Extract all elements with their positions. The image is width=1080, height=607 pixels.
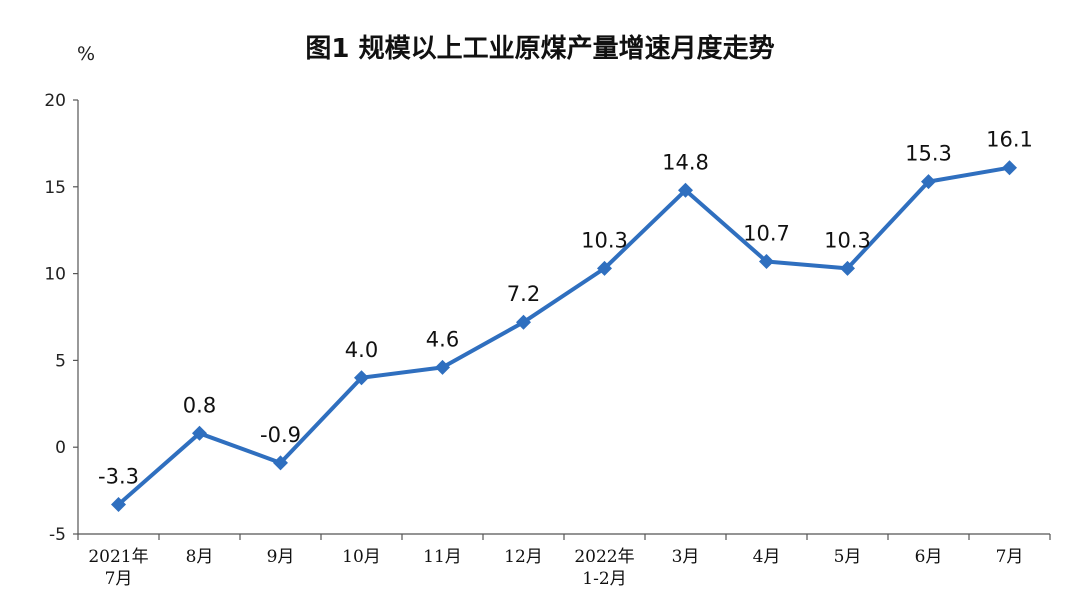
data-label: 4.0: [345, 338, 378, 362]
data-point: [921, 174, 936, 190]
data-point: [1002, 160, 1017, 176]
y-tick-label: 0: [55, 438, 66, 458]
x-tick-label: 9月: [267, 547, 295, 567]
y-axis-ticks: -5 0 5 10 15 20: [44, 91, 78, 545]
data-label: 10.3: [581, 228, 628, 252]
x-tick-label: 10月: [342, 547, 381, 567]
data-point: [840, 260, 855, 276]
data-point: [354, 370, 369, 386]
data-label: 4.6: [426, 327, 459, 351]
data-label: 7.2: [507, 282, 540, 306]
y-tick-label: -5: [49, 525, 66, 545]
data-label: 15.3: [905, 142, 952, 166]
x-tick-label: 2021年 7月: [88, 547, 148, 589]
x-tick-label: 6月: [915, 547, 943, 567]
y-tick-label: 5: [55, 351, 66, 371]
x-tick-label: 12月: [504, 547, 543, 567]
data-label: 14.8: [662, 150, 709, 174]
x-axis-ticks: 2021年 7月 8月 9月 10月 11月 12月 2022年 1-2月 3月 4月 5月 6月 7月: [77, 534, 1051, 589]
x-tick-label: 2022年 1-2月: [574, 547, 634, 589]
y-tick-label: 20: [44, 91, 66, 111]
data-label: -0.9: [260, 423, 301, 447]
data-label: -3.3: [98, 464, 139, 488]
data-point: [435, 359, 450, 375]
data-label: 10.3: [824, 228, 871, 252]
data-point: [192, 425, 207, 441]
data-point: [273, 455, 288, 471]
data-labels: -3.3 0.8 -0.9 4.0 4.6 7.2 10.3 14.8 10.7 10.3 15.3…: [98, 128, 1033, 489]
x-tick-label: 3月: [672, 547, 700, 567]
x-tick-label: 11月: [423, 547, 462, 567]
data-point: [111, 496, 126, 512]
data-point: [759, 253, 774, 269]
data-label: 16.1: [986, 128, 1033, 152]
series-line: [116, 165, 1012, 507]
y-tick-label: 15: [44, 178, 66, 198]
x-tick-label: 4月: [753, 547, 781, 567]
x-tick-label: 5月: [834, 547, 862, 567]
data-point: [678, 182, 693, 198]
y-tick-label: 10: [44, 265, 66, 285]
data-point: [516, 314, 531, 330]
x-tick-label: 7月: [996, 547, 1024, 567]
data-label: 10.7: [743, 221, 790, 245]
chart-title: 图1 规模以上工业原煤产量增速月度走势: [305, 33, 774, 64]
data-label: 0.8: [183, 393, 216, 417]
data-series: [111, 160, 1017, 512]
y-axis-unit: %: [77, 43, 95, 65]
x-tick-label: 8月: [186, 547, 214, 567]
data-point: [597, 260, 612, 276]
